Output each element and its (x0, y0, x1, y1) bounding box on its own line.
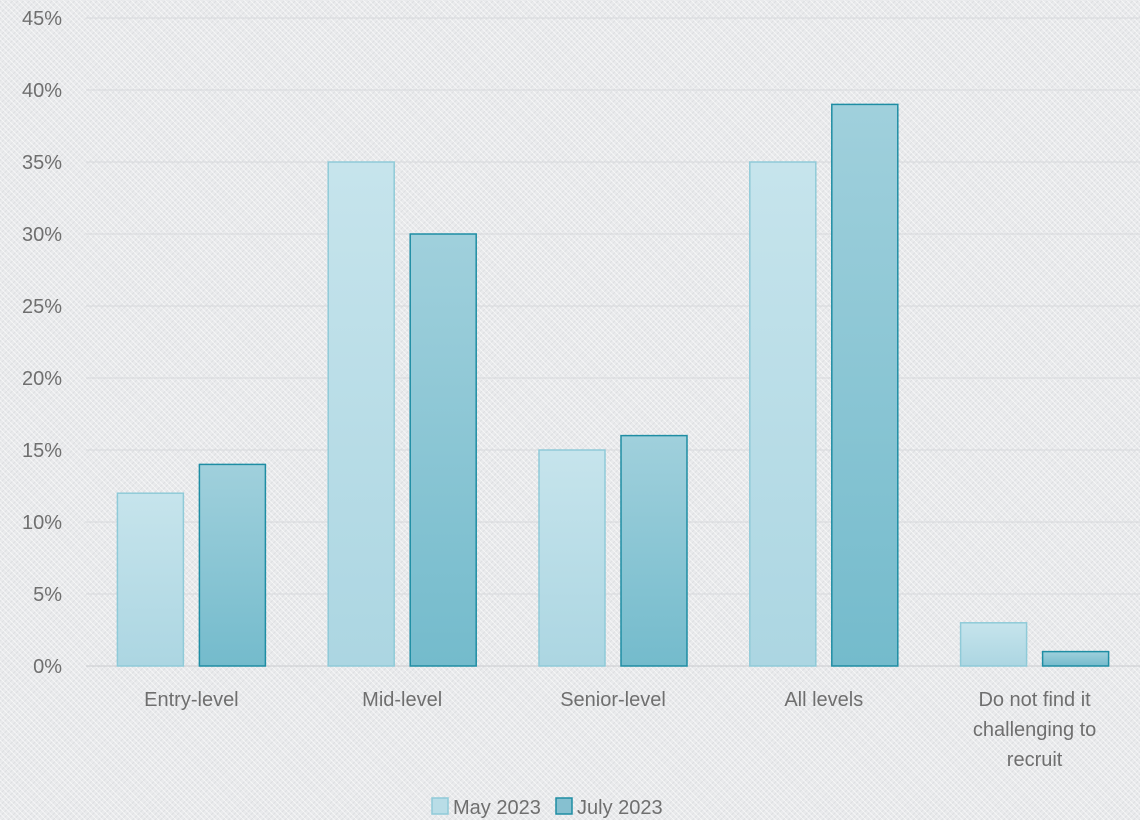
y-tick-label: 40% (22, 80, 62, 102)
bar-july-2023 (409, 233, 477, 667)
x-category-label-line: All levels (784, 689, 863, 711)
legend-label: May 2023 (453, 797, 541, 819)
y-tick-label: 30% (22, 224, 62, 246)
x-category-label: Entry-level (144, 689, 238, 711)
bar-may-2023 (538, 449, 606, 667)
bar-july-2023 (620, 434, 688, 667)
bar-july-2023 (198, 463, 267, 667)
bar-may-2023 (116, 492, 185, 667)
bars (116, 103, 1110, 667)
x-category-label: Mid-level (362, 689, 442, 711)
bar-july-2023 (1041, 650, 1110, 667)
y-tick-label: 35% (22, 152, 62, 174)
x-category-label: Senior-level (560, 689, 666, 711)
legend-swatch (555, 797, 573, 815)
bar-may-2023 (327, 161, 395, 667)
bar-july-2023 (831, 103, 899, 667)
legend-label: July 2023 (577, 797, 663, 819)
y-axis: 0% 5% 10% 15% 20% 25% 30% 35% 40% 45% (22, 8, 62, 678)
x-category-label-line: Do not find it (978, 689, 1091, 711)
y-tick-label: 20% (22, 368, 62, 390)
y-tick-label: 15% (22, 440, 62, 462)
x-category-label-line: recruit (1007, 749, 1063, 771)
y-tick-label: 5% (33, 584, 62, 606)
bar-may-2023 (959, 622, 1028, 667)
legend: May 2023 July 2023 (431, 797, 663, 819)
x-category-label: All levels (784, 689, 863, 711)
legend-swatch (431, 797, 449, 815)
x-category-label-line: challenging to (973, 719, 1096, 741)
y-tick-label: 45% (22, 8, 62, 30)
x-category-label: Do not find it challenging to recruit (973, 689, 1096, 771)
y-tick-label: 10% (22, 512, 62, 534)
x-category-label-line: Senior-level (560, 689, 666, 711)
x-axis: Entry-level Mid-level Senior-level All leve… (144, 689, 1096, 771)
bar-may-2023 (749, 161, 817, 667)
y-tick-label: 25% (22, 296, 62, 318)
x-category-label-line: Entry-level (144, 689, 238, 711)
y-tick-label: 0% (33, 656, 62, 678)
x-category-label-line: Mid-level (362, 689, 442, 711)
